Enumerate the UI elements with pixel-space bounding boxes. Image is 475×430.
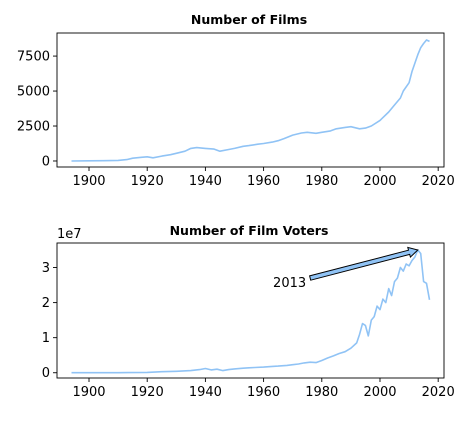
- voters-y-offset-label: 1e7: [57, 227, 82, 242]
- voters-x-tick-label: 2000: [363, 385, 396, 400]
- voters-chart: Number of Film Voters 1e7 1900 1920 1940 19…: [42, 223, 455, 400]
- films-x-tick-label: 1900: [72, 174, 105, 189]
- voters-annotation-arrow: [308, 246, 419, 281]
- voters-x-tick-label: 1900: [72, 385, 105, 400]
- films-x-tick-label: 1920: [131, 174, 164, 189]
- voters-y-tick-label: 2: [42, 296, 50, 311]
- films-chart: Number of Films 1900 1920 1940 1960 1980 2000…: [17, 12, 455, 189]
- voters-y-tick-label: 0: [42, 366, 50, 381]
- voters-x-tick-label: 2020: [422, 385, 455, 400]
- films-x-tick-label: 1980: [305, 174, 338, 189]
- voters-x-tick-label: 1960: [247, 385, 280, 400]
- films-y-tick-label: 7500: [17, 50, 50, 65]
- films-plot-area: [56, 32, 445, 168]
- voters-y-tick-label: 1: [42, 331, 50, 346]
- films-x-tick-label: 2020: [422, 174, 455, 189]
- films-y-tick-label: 2500: [17, 120, 50, 135]
- voters-x-tick-label: 1940: [189, 385, 222, 400]
- voters-plot-area: [56, 242, 445, 379]
- voters-y-tick-label: 3: [42, 261, 50, 276]
- films-y-tick-label: 0: [42, 154, 50, 169]
- voters-x-tick-label: 1980: [305, 385, 338, 400]
- films-x-tick-label: 1940: [189, 174, 222, 189]
- voters-series-line: [71, 249, 431, 374]
- films-x-tick-label: 2000: [363, 174, 396, 189]
- films-x-tick-label: 1960: [247, 174, 280, 189]
- voters-chart-title: Number of Film Voters: [170, 223, 329, 238]
- films-chart-title: Number of Films: [191, 12, 307, 27]
- voters-x-tick-label: 1920: [131, 385, 164, 400]
- voters-annotation-label: 2013: [273, 276, 306, 291]
- films-y-tick-label: 5000: [17, 85, 50, 100]
- films-series-line: [71, 39, 430, 162]
